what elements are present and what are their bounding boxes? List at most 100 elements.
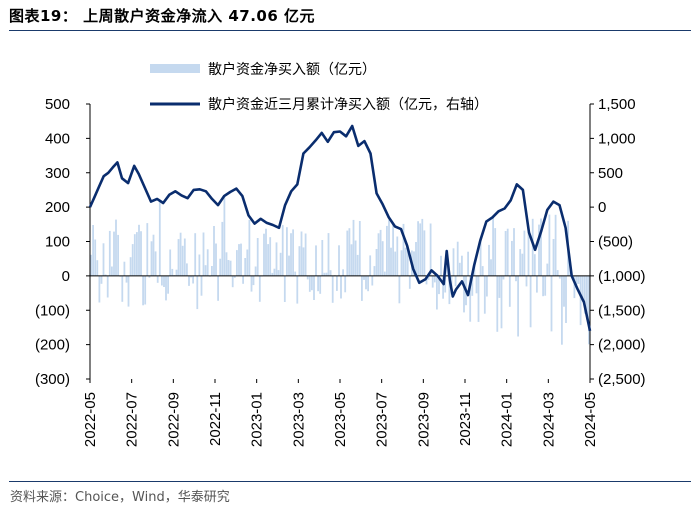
- bar: [442, 275, 444, 299]
- right-tick-label: (2,000): [598, 337, 646, 354]
- bar: [136, 232, 138, 276]
- bar: [494, 228, 497, 276]
- bar: [358, 221, 361, 276]
- bar: [575, 275, 578, 285]
- bar: [506, 228, 509, 276]
- x-tick-label: 2023-01: [249, 392, 266, 447]
- bar: [561, 275, 563, 345]
- bar: [258, 275, 261, 302]
- right-tick-label: 500: [598, 165, 623, 182]
- bar: [279, 252, 282, 276]
- bar: [481, 266, 484, 276]
- x-tick-label: 2022-07: [124, 392, 141, 447]
- bar: [436, 275, 438, 310]
- bar: [369, 255, 372, 276]
- bar: [338, 245, 340, 276]
- bar: [125, 275, 128, 283]
- bar: [256, 238, 259, 276]
- bar: [556, 270, 559, 276]
- bar: [306, 275, 309, 280]
- bar: [479, 237, 482, 276]
- bar: [90, 254, 92, 276]
- bar: [331, 275, 334, 303]
- bar: [350, 244, 353, 276]
- bar: [550, 275, 553, 332]
- bar: [456, 241, 459, 276]
- bar: [475, 275, 478, 294]
- bar: [161, 275, 163, 286]
- bar: [386, 225, 388, 276]
- right-tick-label: 1,000: [598, 130, 636, 147]
- bar: [221, 221, 224, 276]
- bar: [396, 236, 399, 276]
- bar: [463, 275, 465, 313]
- bar: [254, 266, 257, 276]
- bar: [98, 275, 101, 303]
- bar: [102, 243, 105, 276]
- bar: [202, 232, 205, 276]
- x-tick-label: 2024-01: [499, 392, 516, 447]
- bar: [554, 214, 557, 276]
- x-tick-label: 2023-03: [290, 392, 307, 447]
- bar: [375, 249, 378, 276]
- bar: [244, 258, 247, 276]
- bar: [379, 229, 382, 276]
- bar: [104, 274, 107, 276]
- bar: [96, 260, 99, 276]
- bar: [471, 275, 474, 296]
- bar: [250, 275, 253, 292]
- bar: [317, 275, 319, 292]
- bar: [288, 255, 290, 276]
- bar: [323, 272, 326, 276]
- bar: [498, 275, 501, 298]
- right-tick-label: (2,500): [598, 371, 646, 388]
- left-tick-label: 200: [45, 199, 70, 216]
- bar: [496, 275, 499, 332]
- bar: [269, 237, 272, 276]
- left-tick-label: 300: [45, 165, 70, 182]
- bar: [427, 275, 430, 280]
- footer-divider: [9, 481, 691, 482]
- bar: [504, 231, 507, 276]
- bar: [486, 275, 488, 297]
- x-tick-label: 2023-05: [332, 392, 349, 447]
- bar: [242, 275, 244, 284]
- bar: [508, 275, 511, 307]
- bar: [398, 275, 401, 304]
- bar: [406, 246, 409, 276]
- bar: [352, 219, 355, 276]
- bar: [346, 230, 349, 276]
- x-tick-label: 2023-07: [374, 392, 391, 447]
- bar: [236, 250, 238, 276]
- bar: [344, 275, 347, 293]
- bar: [394, 251, 397, 276]
- bar: [92, 225, 94, 276]
- bar: [440, 255, 442, 276]
- bar: [438, 275, 440, 295]
- bar: [227, 260, 230, 276]
- bar: [311, 275, 313, 291]
- bar: [544, 275, 547, 296]
- bar: [267, 244, 269, 276]
- bar: [365, 275, 367, 290]
- left-tick-label: 100: [45, 234, 70, 251]
- bar: [300, 231, 303, 276]
- bar: [546, 263, 549, 276]
- bar: [377, 233, 380, 276]
- chart-title: 图表19： 上周散户资金净流入 47.06 亿元: [9, 7, 315, 25]
- bar: [213, 226, 215, 276]
- bar: [313, 275, 315, 300]
- bar: [142, 275, 144, 306]
- bar: [115, 219, 117, 276]
- bar: [542, 275, 544, 297]
- bar: [252, 275, 255, 286]
- bar: [188, 275, 190, 286]
- bar: [131, 244, 134, 276]
- bar: [417, 221, 419, 276]
- bar: [294, 271, 297, 276]
- bar: [454, 275, 457, 287]
- bar: [404, 247, 407, 276]
- bar: [229, 260, 232, 276]
- bar: [292, 229, 294, 276]
- bar: [515, 275, 517, 282]
